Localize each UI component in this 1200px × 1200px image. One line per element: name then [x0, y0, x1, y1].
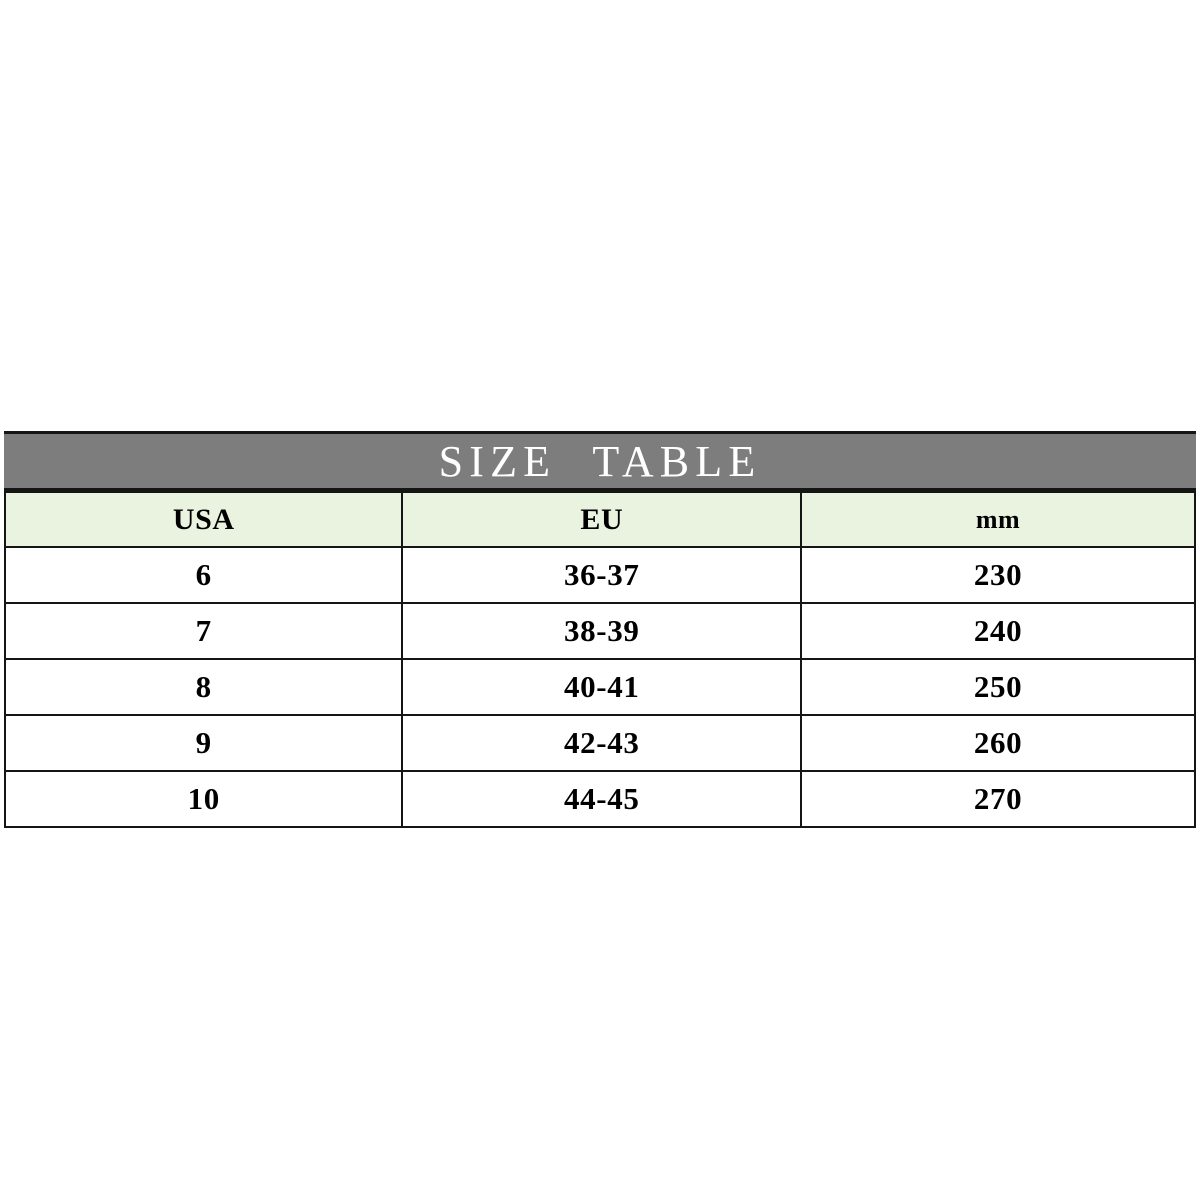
table-row: 10 44-45 270 — [3, 770, 1196, 828]
table-row: 6 36-37 230 — [3, 546, 1196, 604]
size-table-title: SIZE TABLE — [438, 436, 762, 486]
cell-mm-size: 270 — [800, 770, 1196, 828]
size-table-grid: USA EU mm 6 36-37 230 7 38-39 240 8 — [3, 491, 1196, 828]
size-table-title-band: SIZE TABLE — [4, 431, 1196, 491]
table-row: 8 40-41 250 — [3, 658, 1196, 716]
cell-mm-size: 260 — [800, 714, 1196, 772]
cell-eu-size: 42-43 — [401, 714, 803, 772]
cell-eu-size: 36-37 — [401, 546, 803, 604]
column-header-eu: EU — [401, 491, 803, 548]
cell-eu-size: 44-45 — [401, 770, 803, 828]
cell-eu-size: 40-41 — [401, 658, 803, 716]
table-row: 9 42-43 260 — [3, 714, 1196, 772]
column-header-mm: mm — [800, 491, 1196, 548]
cell-mm-size: 230 — [800, 546, 1196, 604]
cell-usa-size: 8 — [3, 658, 404, 716]
cell-mm-size: 250 — [800, 658, 1196, 716]
cell-usa-size: 9 — [3, 714, 404, 772]
cell-usa-size: 6 — [3, 546, 404, 604]
column-header-usa: USA — [3, 491, 404, 548]
size-table: SIZE TABLE USA EU mm 6 36-37 230 — [3, 431, 1196, 828]
cell-usa-size: 10 — [3, 770, 404, 828]
cell-eu-size: 38-39 — [401, 602, 803, 660]
size-table-header-row: USA EU mm — [3, 491, 1196, 548]
cell-usa-size: 7 — [3, 602, 404, 660]
table-row: 7 38-39 240 — [3, 602, 1196, 660]
cell-mm-size: 240 — [800, 602, 1196, 660]
